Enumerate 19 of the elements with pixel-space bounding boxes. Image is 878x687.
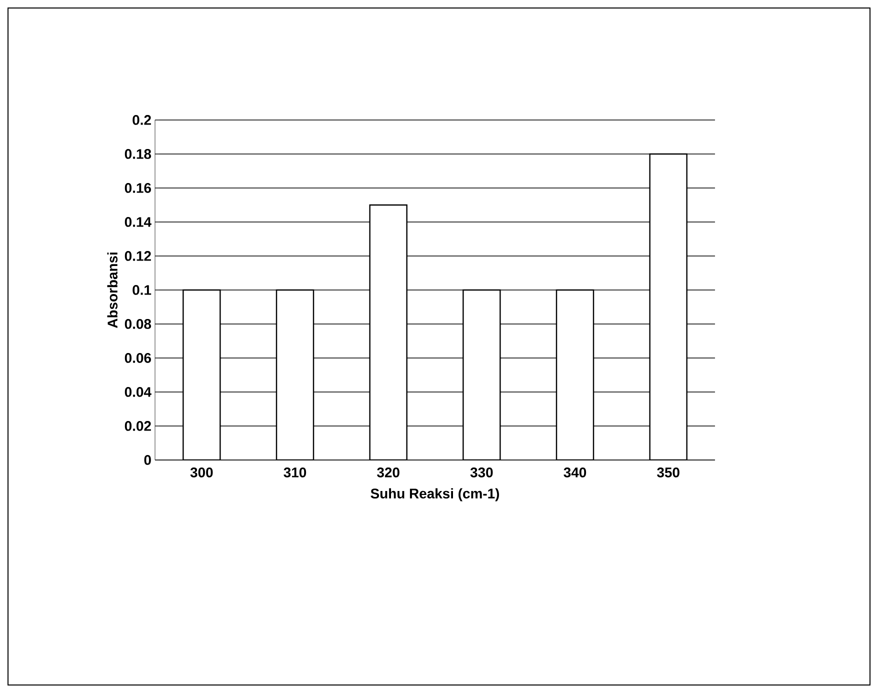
- x-tick-label: 300: [190, 467, 213, 478]
- y-tick-label: 0.18: [124, 149, 152, 159]
- y-tick-label: 0.2: [132, 115, 151, 125]
- y-tick-label: 0.14: [124, 217, 152, 227]
- x-tick-label: 350: [657, 467, 680, 478]
- y-tick-label: 0.04: [124, 387, 152, 397]
- y-tick-label: 0.16: [124, 183, 151, 193]
- y-axis-title: Absorbansi: [107, 252, 118, 328]
- x-axis-title: Suhu Reaksi (cm-1): [370, 488, 500, 502]
- x-tick-label: 320: [377, 467, 400, 478]
- y-tick-label: 0.12: [124, 251, 151, 261]
- y-tick-label: 0.1: [132, 285, 152, 295]
- x-tick-label: 340: [564, 467, 586, 478]
- y-tick-label: 0.06: [124, 353, 151, 363]
- x-tick-label: 310: [284, 467, 306, 478]
- y-tick-label: 0: [144, 455, 151, 465]
- y-tick-label: 0.02: [124, 421, 151, 431]
- y-tick-label: 0.08: [124, 319, 152, 329]
- x-tick-label: 330: [470, 467, 493, 478]
